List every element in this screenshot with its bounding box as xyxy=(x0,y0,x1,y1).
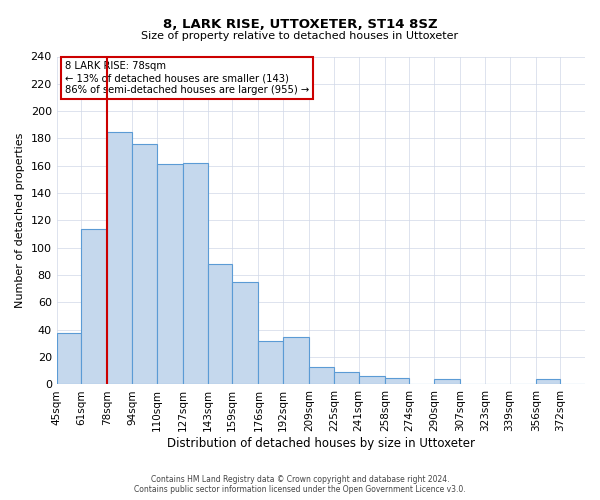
Bar xyxy=(536,379,560,384)
X-axis label: Distribution of detached houses by size in Uttoxeter: Distribution of detached houses by size … xyxy=(167,437,475,450)
Bar xyxy=(359,376,385,384)
Bar xyxy=(56,332,82,384)
Bar xyxy=(259,340,283,384)
Bar xyxy=(132,144,157,384)
Text: Contains HM Land Registry data © Crown copyright and database right 2024.
Contai: Contains HM Land Registry data © Crown c… xyxy=(134,474,466,494)
Text: 8, LARK RISE, UTTOXETER, ST14 8SZ: 8, LARK RISE, UTTOXETER, ST14 8SZ xyxy=(163,18,437,30)
Bar xyxy=(434,379,460,384)
Bar xyxy=(283,336,309,384)
Bar xyxy=(107,132,132,384)
Y-axis label: Number of detached properties: Number of detached properties xyxy=(15,133,25,308)
Text: Size of property relative to detached houses in Uttoxeter: Size of property relative to detached ho… xyxy=(142,31,458,41)
Bar xyxy=(157,164,183,384)
Bar xyxy=(232,282,259,384)
Text: 8 LARK RISE: 78sqm
← 13% of detached houses are smaller (143)
86% of semi-detach: 8 LARK RISE: 78sqm ← 13% of detached hou… xyxy=(65,62,309,94)
Bar xyxy=(334,372,359,384)
Bar xyxy=(309,366,334,384)
Bar xyxy=(82,228,107,384)
Bar xyxy=(183,163,208,384)
Bar xyxy=(208,264,232,384)
Bar xyxy=(385,378,409,384)
